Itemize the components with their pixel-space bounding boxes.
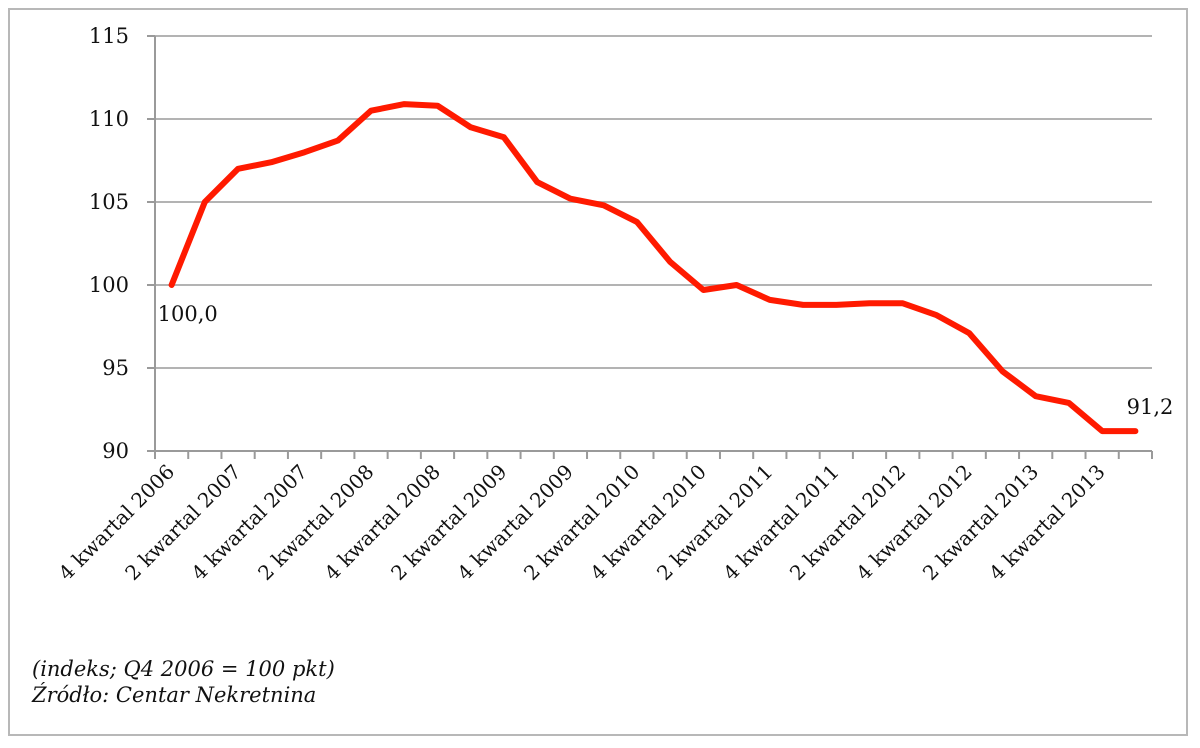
index-note: (indeks; Q4 2006 = 100 pkt) <box>32 657 335 681</box>
chart-frame <box>8 8 1188 736</box>
x-tick-label: 4 kwartal 2006 <box>54 460 179 585</box>
y-tick-label: 105 <box>89 190 129 214</box>
x-tick-label: 2 kwartal 2010 <box>519 460 644 585</box>
y-axis: 115 110 105 100 95 90 <box>89 24 156 463</box>
x-tick-label: 4 kwartal 2013 <box>984 460 1109 585</box>
data-label: 91,2 <box>1127 395 1174 419</box>
x-tick-label: 4 kwartal 2008 <box>320 460 445 585</box>
x-tick-label: 2 kwartal 2012 <box>785 460 910 585</box>
x-tick-label: 2 kwartal 2011 <box>652 460 777 585</box>
x-tick-label: 4 kwartal 2007 <box>187 460 312 585</box>
y-tick-label: 100 <box>89 273 129 297</box>
annotations: 100,0 91,2 <box>158 302 1174 419</box>
x-tick-label: 2 kwartal 2013 <box>918 460 1043 585</box>
series-line <box>168 101 1139 435</box>
gridlines <box>155 35 1152 369</box>
series-group <box>168 101 1139 435</box>
x-tick-label: 4 kwartal 2010 <box>585 460 710 585</box>
chart-notes: (indeks; Q4 2006 = 100 pkt) Źródło: Cent… <box>32 656 335 708</box>
y-tick-label: 95 <box>102 356 129 380</box>
x-tick-label: 4 kwartal 2011 <box>718 460 843 585</box>
y-tick-label: 90 <box>102 439 129 463</box>
x-tick-label: 4 kwartal 2012 <box>851 460 976 585</box>
x-tick-label: 4 kwartal 2009 <box>452 460 577 585</box>
data-label: 100,0 <box>158 302 218 326</box>
x-tick-label: 2 kwartal 2009 <box>386 460 511 585</box>
y-tick-label: 110 <box>89 107 129 131</box>
y-tick-label: 115 <box>89 24 129 48</box>
source-note: Źródło: Centar Nekretnina <box>32 683 317 707</box>
x-tick-label: 2 kwartal 2008 <box>253 460 378 585</box>
x-tick-label: 2 kwartal 2007 <box>120 460 245 585</box>
